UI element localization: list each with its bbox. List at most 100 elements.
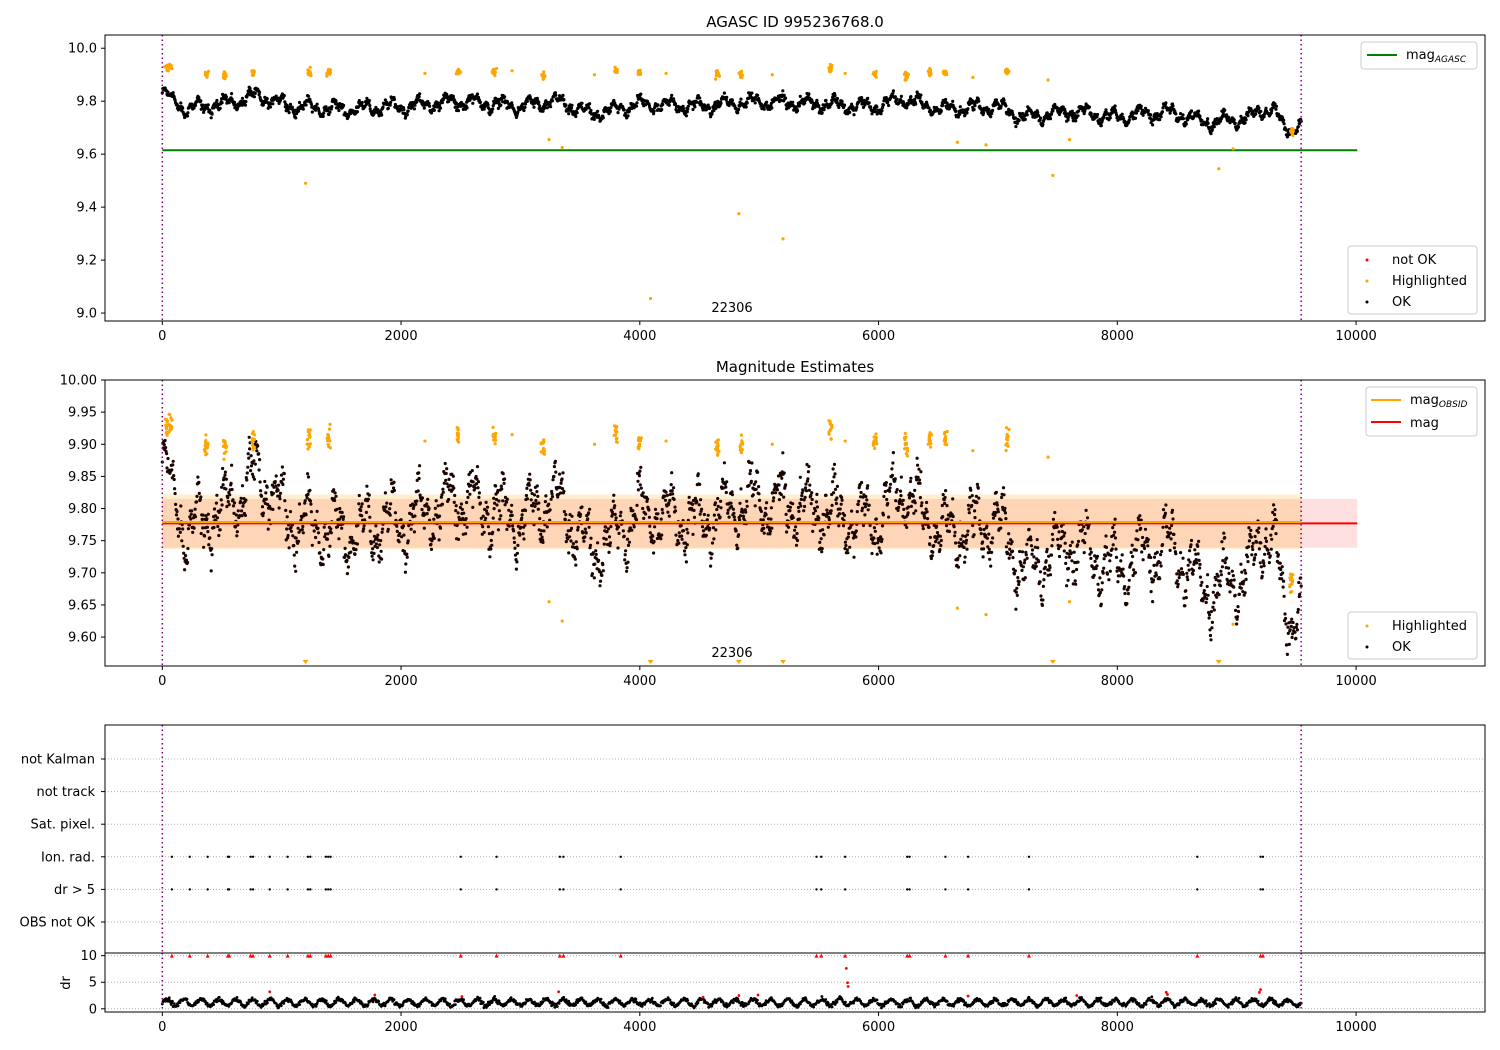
ok-point (944, 489, 948, 493)
highlighted-point (306, 68, 310, 72)
ok-point (1111, 543, 1115, 547)
ok-point (223, 473, 227, 477)
ok-point (1012, 572, 1017, 576)
ok-point (381, 527, 385, 531)
y-tick-label: 9.0 (76, 307, 97, 322)
ok-point (264, 497, 268, 501)
ok-point (185, 114, 190, 118)
ok-point (1050, 532, 1054, 536)
ok-point (874, 517, 878, 521)
ok-point (374, 524, 378, 528)
ok-point (1030, 552, 1034, 556)
ok-point (389, 478, 393, 482)
ok-point (562, 510, 567, 514)
ok-point (327, 554, 331, 559)
ok-point (722, 91, 727, 95)
ok-point (1093, 559, 1097, 564)
ok-point (1188, 549, 1192, 553)
ok-point (329, 107, 333, 111)
ok-point (782, 471, 786, 475)
ok-point (795, 538, 800, 543)
ok-point (784, 483, 788, 487)
ok-point (258, 90, 262, 94)
ok-point (581, 531, 585, 535)
ok-point (873, 529, 877, 533)
ok-point (429, 547, 434, 552)
highlighted-point (1005, 72, 1009, 76)
ok-point (935, 531, 940, 535)
ok-point (977, 99, 981, 103)
ok-point (996, 510, 1000, 514)
ok-point (907, 496, 912, 500)
ok-point (1168, 548, 1172, 553)
x-tick-label: 8000 (1101, 674, 1134, 689)
ok-point (699, 498, 703, 502)
ok-point (890, 473, 895, 477)
highlighted-point (547, 138, 551, 142)
ok-point (928, 535, 933, 540)
ok-point (932, 544, 936, 548)
ok-point (392, 480, 396, 484)
ok-point (597, 558, 601, 562)
ok-point (964, 538, 969, 543)
ok-point (484, 516, 488, 520)
ok-point (452, 486, 456, 490)
ok-point (1016, 576, 1020, 580)
ok-point (1205, 584, 1209, 589)
ok-point (1179, 567, 1184, 571)
ok-point (518, 533, 522, 537)
ok-point (1069, 551, 1073, 555)
ok-point (1132, 568, 1136, 572)
ok-point (614, 516, 618, 520)
ok-point (511, 529, 516, 533)
ok-point (954, 541, 958, 545)
ok-point (880, 105, 885, 110)
x-tick-label: 8000 (1101, 329, 1134, 344)
ok-point (405, 113, 409, 117)
ok-point (427, 506, 431, 511)
ok-point (587, 106, 591, 110)
ok-point (574, 540, 578, 544)
ok-point (1017, 118, 1021, 122)
ok-point (899, 94, 904, 98)
ok-point (612, 493, 616, 497)
ok-point (468, 492, 472, 496)
ok-point (596, 109, 600, 113)
ok-point (1139, 104, 1143, 108)
highlighted-point (203, 73, 207, 77)
ok-point (244, 498, 248, 502)
ok-point (1212, 125, 1216, 129)
ok-point (309, 502, 313, 506)
ok-point (379, 549, 383, 553)
ok-point (203, 534, 207, 538)
ok-point (540, 535, 544, 539)
ok-point (943, 501, 947, 505)
ok-point (258, 480, 262, 484)
ok-point (295, 550, 299, 554)
ok-point (501, 499, 505, 503)
ok-point (292, 544, 296, 548)
ok-point (702, 512, 707, 517)
highlighted-point (207, 69, 211, 73)
highlighted-point (222, 72, 226, 76)
ok-point (958, 554, 962, 558)
ok-point (453, 99, 457, 103)
ok-point (316, 526, 320, 530)
ok-point (965, 111, 969, 115)
ok-point (381, 105, 385, 109)
ok-point (1113, 104, 1117, 108)
ok-point (647, 515, 652, 519)
ok-point (1003, 506, 1007, 510)
ok-point (1041, 122, 1045, 127)
ok-point (1082, 551, 1086, 555)
ok-point (310, 543, 314, 547)
ok-point (791, 100, 795, 104)
y-tick-label: 9.65 (68, 598, 97, 613)
ok-point (1023, 576, 1027, 580)
ok-point (239, 500, 243, 504)
ok-point (759, 509, 764, 513)
ok-point (226, 500, 230, 504)
ok-point (729, 501, 733, 505)
ok-point (725, 480, 729, 484)
highlighted-point (828, 66, 832, 70)
